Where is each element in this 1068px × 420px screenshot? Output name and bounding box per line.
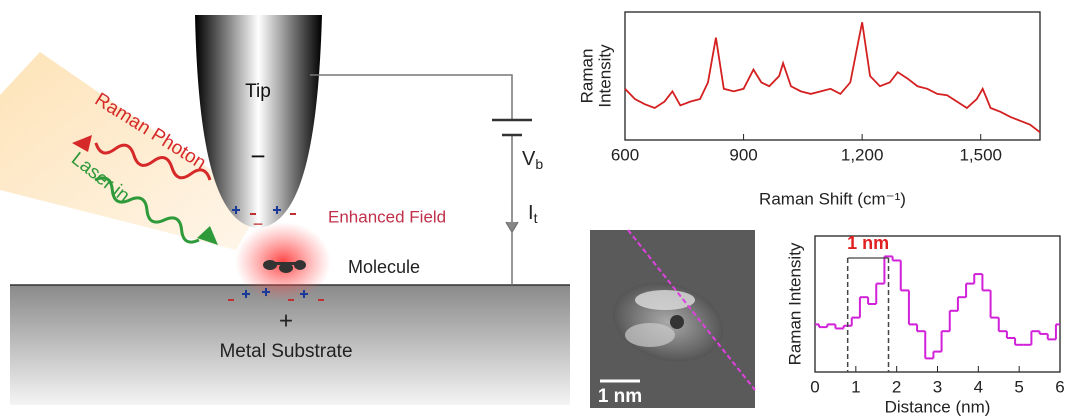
bias-sub: b bbox=[535, 156, 543, 172]
figure: Tip − − Raman Photon Laser in Enhanced F… bbox=[0, 0, 1068, 420]
bias-main: V bbox=[522, 148, 536, 170]
tip-charge: − bbox=[250, 141, 265, 171]
bias-label: Vb bbox=[522, 148, 543, 171]
scale-bar-label: 1 nm bbox=[598, 386, 642, 407]
x-tick-label: 0 bbox=[810, 377, 819, 396]
enhanced-field-label: Enhanced Field bbox=[328, 207, 446, 226]
x-axis-label: Raman Shift (cm⁻¹) bbox=[759, 189, 906, 208]
substrate-charge: + bbox=[279, 307, 293, 334]
current-sub: t bbox=[534, 210, 538, 226]
spectrum-line bbox=[625, 22, 1040, 132]
y-axis-label: Raman Intensity bbox=[785, 242, 804, 365]
circuit bbox=[310, 75, 532, 285]
x-tick-label: 1 bbox=[851, 377, 860, 396]
molecule-label: Molecule bbox=[348, 257, 420, 277]
apex-charge: − bbox=[253, 214, 264, 234]
x-tick-label: 2 bbox=[892, 377, 901, 396]
x-tick-label: 600 bbox=[611, 145, 639, 164]
x-tick-label: 900 bbox=[729, 145, 757, 164]
x-tick-label: 4 bbox=[974, 377, 983, 396]
page: {"diagram":{"tip":"Tip","tip_charge":"−"… bbox=[0, 0, 1068, 420]
substrate-label: Metal Substrate bbox=[219, 341, 352, 362]
tip-label: Tip bbox=[245, 81, 271, 102]
plot-frame bbox=[625, 12, 1040, 140]
x-axis-label: Distance (nm) bbox=[885, 397, 991, 416]
stm-image bbox=[590, 230, 755, 408]
y-axis-label: Intensity bbox=[595, 44, 614, 108]
annotation: 1 nm bbox=[847, 233, 889, 253]
x-tick-label: 3 bbox=[933, 377, 942, 396]
x-tick-label: 5 bbox=[1014, 377, 1023, 396]
x-tick-label: 1,500 bbox=[959, 145, 1002, 164]
y-axis-label: Raman bbox=[577, 49, 596, 104]
current-label: It bbox=[528, 202, 538, 225]
x-tick-label: 6 bbox=[1055, 377, 1064, 396]
x-tick-label: 1,200 bbox=[841, 145, 884, 164]
